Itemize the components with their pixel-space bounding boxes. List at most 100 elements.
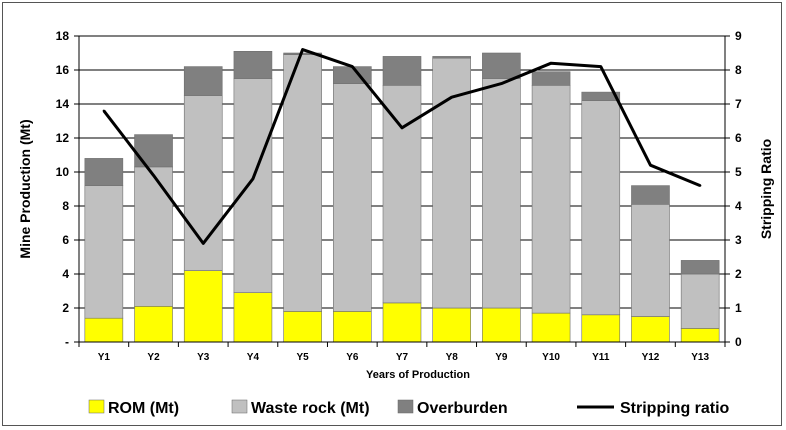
y-tick-label: 16: [56, 63, 70, 77]
y2-tick-label: 5: [735, 165, 742, 179]
bar-rom-y11: [581, 314, 621, 343]
bar-overburden-y1: [84, 158, 124, 186]
stripping-ratio-point: [301, 48, 304, 51]
y2-tick-label: 0: [735, 335, 742, 349]
bar-rom-y6: [333, 311, 372, 343]
bar-waste-y9: [482, 78, 521, 309]
x-tick-label: Y8: [446, 352, 459, 363]
stripping-ratio-point: [500, 82, 503, 85]
y2-tick-label: 7: [735, 97, 742, 111]
y-tick-label: 14: [56, 97, 70, 111]
bar-rom-y9: [482, 307, 521, 343]
x-tick-label: Y10: [542, 352, 560, 363]
x-tick-label: Y6: [346, 352, 359, 363]
bar-waste-y8: [432, 57, 471, 309]
bar-waste-y5: [283, 54, 322, 312]
x-tick-label: Y2: [147, 352, 160, 363]
legend-label-stripping-ratio: Stripping ratio: [620, 400, 730, 417]
y2-axis-title: Stripping Ratio: [758, 139, 774, 239]
bar-overburden-y4: [233, 50, 273, 79]
y2-tick-label: 3: [735, 233, 742, 247]
stripping-ratio-line-group: [102, 48, 702, 245]
x-tick-label: Y4: [247, 352, 260, 363]
left-axis-ticks: - 2 4 6 8 10 12 14 16 18: [56, 29, 79, 349]
axes: [78, 35, 726, 343]
legend-label-overburden: Overburden: [417, 400, 508, 417]
y2-tick-label: 2: [735, 267, 742, 281]
x-axis-title: Years of Production: [366, 369, 470, 381]
bar-rom-y10: [531, 312, 571, 343]
bar-rom-y4: [233, 292, 273, 343]
bar-waste-y6: [333, 83, 372, 312]
right-axis-ticks: 0 1 2 3 4 5 6 7 8 9: [725, 29, 742, 349]
y-axis-title: Mine Production (Mt): [17, 119, 33, 258]
bar-rom-y13: [680, 328, 720, 343]
legend-swatch-overburden: [397, 399, 414, 414]
y-tick-label: 2: [62, 301, 69, 315]
bar-waste-y12: [631, 204, 670, 317]
x-tick-label: Y9: [495, 352, 508, 363]
x-tick-label: Y13: [691, 352, 709, 363]
legend-label-waste-rock: Waste rock (Mt): [251, 400, 370, 417]
x-tick-label: Y12: [642, 352, 660, 363]
stripping-ratio-point: [202, 242, 205, 245]
bar-waste-y1: [84, 185, 124, 319]
bar-overburden-y12: [631, 185, 670, 205]
stripping-ratio-point: [698, 184, 702, 187]
y2-tick-label: 6: [735, 131, 742, 145]
bar-rom-y12: [631, 316, 670, 343]
legend-swatch-rom: [88, 399, 105, 414]
bar-waste-y13: [680, 273, 720, 329]
y-tick-label: 8: [62, 199, 69, 213]
bar-rom-y5: [283, 311, 322, 343]
y2-tick-label: 9: [735, 29, 742, 43]
y-tick-label: 4: [62, 267, 69, 281]
bar-waste-y4: [233, 78, 273, 293]
stripping-ratio-point: [599, 65, 602, 68]
bar-overburden-y9: [482, 52, 521, 79]
stripping-ratio-point: [549, 62, 553, 65]
y-tick-label: 6: [62, 233, 69, 247]
x-axis-ticks: Y1 Y2 Y3 Y4 Y5 Y6 Y7 Y8 Y9 Y10 Y11 Y12 Y13: [78, 342, 726, 363]
bar-waste-y10: [531, 85, 571, 314]
plot-border: [78, 35, 726, 343]
stripping-ratio-point: [152, 174, 155, 177]
stripping-ratio-point: [102, 109, 106, 113]
bar-overburden-y2: [134, 134, 173, 168]
bar-overburden-y8: [432, 56, 471, 59]
legend-swatch-waste-rock: [231, 399, 248, 414]
bar-overburden-y13: [680, 260, 720, 275]
legend: ROM (Mt) Waste rock (Mt) Overburden Stri…: [88, 399, 730, 417]
bar-rom-y2: [134, 305, 173, 343]
bar-overburden-y11: [581, 91, 621, 101]
bar-rom-y3: [183, 270, 223, 343]
bar-rom-y7: [382, 302, 422, 343]
y-tick-label: 12: [56, 131, 70, 145]
stripping-ratio-point: [400, 126, 404, 129]
x-tick-label: Y11: [592, 352, 610, 363]
y-tick-label: 10: [56, 165, 70, 179]
stripping-ratio-point: [649, 164, 652, 167]
bar-overburden-y7: [382, 56, 422, 86]
stripping-ratio-point: [450, 96, 453, 99]
bar-rom-y1: [84, 317, 124, 343]
bar-waste-y2: [134, 166, 173, 307]
bar-overburden-y3: [183, 66, 223, 96]
legend-label-rom: ROM (Mt): [108, 400, 179, 417]
y-tick-label: -: [65, 335, 69, 349]
y-tick-label: 18: [56, 29, 70, 43]
bar-waste-y11: [581, 100, 621, 316]
y2-tick-label: 8: [735, 63, 742, 77]
x-tick-label: Y1: [98, 352, 111, 363]
x-tick-label: Y5: [296, 352, 309, 363]
x-tick-label: Y7: [396, 352, 409, 363]
stripping-ratio-point: [351, 65, 354, 68]
bar-overburden-y10: [531, 71, 571, 86]
x-tick-label: Y3: [197, 352, 210, 363]
bars: [84, 50, 720, 343]
stripping-ratio-point: [251, 177, 255, 180]
y2-tick-label: 4: [735, 199, 742, 213]
y2-tick-label: 1: [735, 301, 742, 315]
bar-rom-y8: [432, 307, 471, 343]
